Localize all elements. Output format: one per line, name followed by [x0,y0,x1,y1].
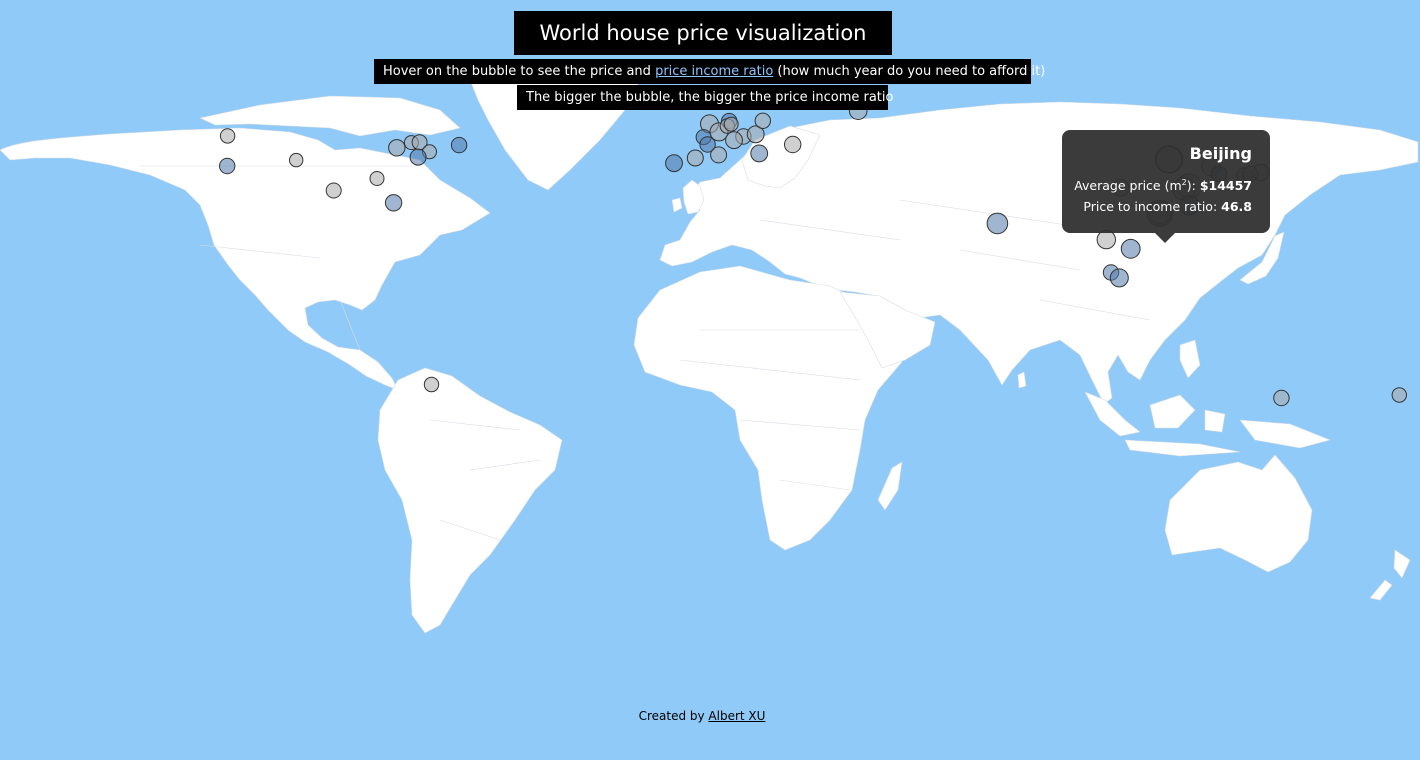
land-sri-lanka [1017,371,1027,389]
city-bubble[interactable] [754,112,771,130]
city-bubble[interactable] [686,149,704,167]
tooltip-price-line: Average price (m2): $14457 [1072,172,1252,196]
land-africa [633,265,903,551]
city-bubble[interactable] [369,171,385,186]
instruction-banner: Hover on the bubble to see the price and… [374,59,1045,84]
city-bubble[interactable] [1273,389,1290,407]
city-bubble[interactable] [1109,268,1129,288]
city-bubble[interactable] [289,152,304,168]
land-north-america [0,127,491,391]
city-bubble[interactable] [1391,387,1408,403]
instruction-text-before: Hover on the bubble to see the price and [383,64,656,79]
instruction-text-after: (how much year do you need to afford it) [773,64,1046,79]
city-bubble[interactable] [784,135,802,154]
footer-prefix: Created by [638,709,709,723]
land-southeast-islands [1084,339,1331,457]
city-tooltip: Beijing Average price (m2): $14457 Price… [1062,130,1270,243]
tooltip-ratio-line: Price to income ratio: 46.8 [1072,196,1252,217]
author-link[interactable]: Albert XU [708,709,766,723]
city-bubble[interactable] [665,154,683,173]
price-income-ratio-link[interactable]: price income ratio [655,64,774,79]
tooltip-ratio-value: 46.8 [1221,199,1252,215]
land-new-zealand [1369,549,1411,601]
land-arabia [839,291,936,369]
city-bubble[interactable] [699,136,716,153]
city-bubble[interactable] [746,125,765,144]
tooltip-price-label: Average price (m [1074,178,1182,194]
land-australia [1164,454,1313,573]
land-madagascar [877,461,903,511]
city-bubble[interactable] [219,128,236,144]
city-bubble[interactable] [725,131,743,150]
tooltip-price-label-suffix: ): [1186,178,1200,194]
tooltip-price-unit-sup: 2 [1181,178,1187,187]
tooltip-ratio-label: Price to income ratio: [1083,199,1222,215]
land-british-isles [671,179,705,215]
land-arctic-islands [199,95,461,137]
city-bubble[interactable] [986,212,1009,235]
bubble-size-note: The bigger the bubble, the bigger the pr… [517,85,893,110]
city-bubble[interactable] [219,157,236,175]
footer: Created by Albert XU [0,709,1404,723]
tooltip-price-value: $14457 [1199,178,1252,194]
city-bubble[interactable] [710,146,728,164]
land-japan [1239,231,1285,285]
city-bubble[interactable] [409,148,427,166]
city-bubble[interactable] [723,116,739,132]
page-title: World house price visualization [514,11,892,55]
city-bubble[interactable] [423,376,440,393]
city-bubble[interactable] [1096,229,1117,250]
city-bubble[interactable] [1120,238,1141,259]
city-bubble[interactable] [450,136,468,154]
city-bubble[interactable] [388,139,406,157]
city-bubble[interactable] [384,194,403,212]
city-bubble[interactable] [750,144,769,163]
city-bubble[interactable] [325,182,342,199]
land-south-america [377,367,563,634]
tooltip-city-name: Beijing [1189,144,1252,163]
